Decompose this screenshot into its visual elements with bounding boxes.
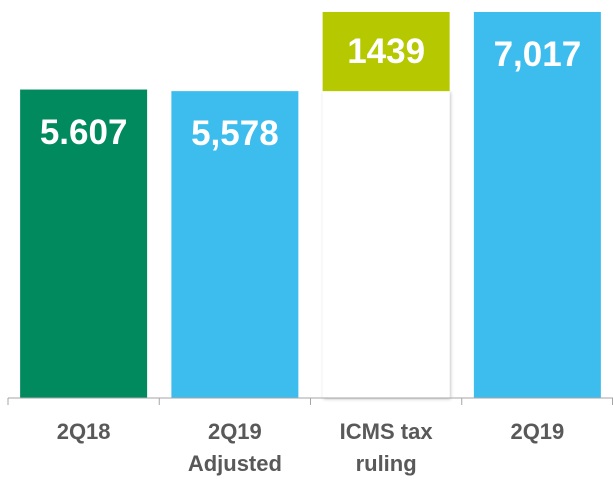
- bar: [20, 89, 148, 398]
- bar: [171, 91, 299, 399]
- waterfall-base: [322, 91, 450, 399]
- bar: [473, 11, 601, 399]
- bar: [322, 11, 450, 92]
- x-tick-label: ICMS tax ruling: [339, 419, 433, 476]
- value-label: 7,017: [493, 34, 582, 74]
- value-label: 5.607: [39, 112, 128, 152]
- value-label: 5,578: [191, 114, 279, 154]
- x-tick-label: 2Q18: [56, 419, 111, 444]
- x-tick-label: 2Q19 Adjusted: [187, 419, 282, 476]
- x-tick-label: 2Q19: [510, 419, 565, 444]
- value-label: 1439: [347, 31, 426, 71]
